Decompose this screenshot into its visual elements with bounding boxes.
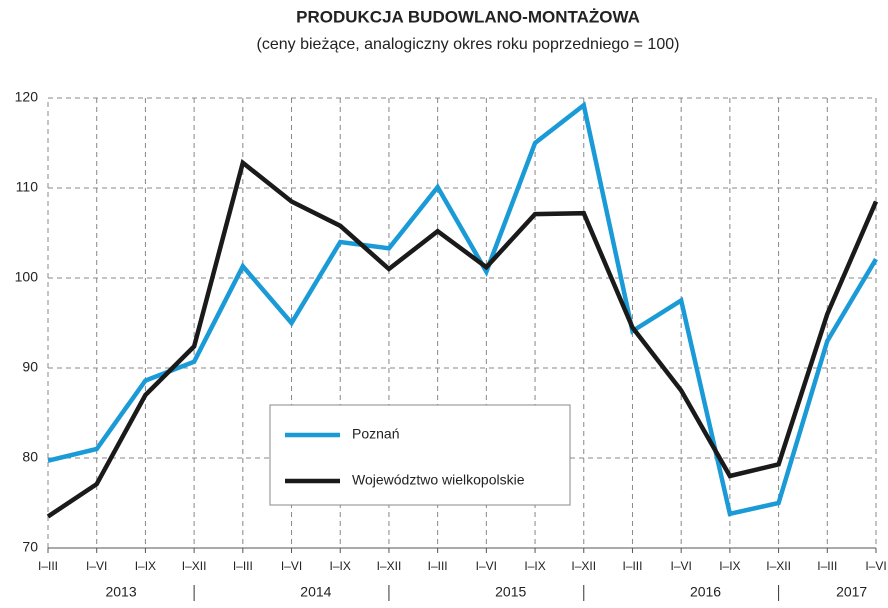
y-tick-label: 120 (15, 89, 39, 105)
x-tick-label: I–III (817, 559, 837, 573)
legend-label: Poznań (352, 426, 399, 442)
chart-title: PRODUKCJA BUDOWLANO-MONTAŻOWA (296, 7, 640, 26)
year-label: 2014 (300, 584, 331, 600)
x-tick-label: I–IX (135, 559, 156, 573)
x-tick-label: I–VI (865, 559, 886, 573)
y-tick-label: 100 (15, 269, 39, 285)
x-tick-label: I–III (233, 559, 253, 573)
legend-label: Województwo wielkopolskie (352, 472, 525, 488)
x-tick-label: I–IX (330, 559, 351, 573)
y-tick-label: 90 (22, 359, 38, 375)
series-line (46, 158, 879, 519)
chart-subtitle: (ceny bieżące, analogiczny okres roku po… (257, 36, 680, 53)
x-tick-label: I–III (38, 559, 58, 573)
x-tick-label: I–XII (571, 559, 596, 573)
x-tick-label: I–III (622, 559, 642, 573)
x-tick-label: I–IX (524, 559, 545, 573)
series-line (47, 101, 878, 517)
year-label: 2016 (690, 584, 721, 600)
x-tick-label: I–XII (377, 559, 402, 573)
year-label: 2015 (495, 584, 526, 600)
x-tick-label: I–VI (670, 559, 691, 573)
x-tick-label: I–III (428, 559, 448, 573)
year-label: 2013 (105, 584, 136, 600)
y-tick-label: 80 (22, 449, 38, 465)
x-tick-label: I–XII (766, 559, 791, 573)
legend-box (269, 404, 571, 506)
y-tick-label: 110 (16, 179, 39, 195)
y-tick-label: 70 (22, 539, 38, 555)
x-tick-label: I–VI (86, 559, 107, 573)
x-tick-label: I–VI (281, 559, 302, 573)
x-tick-label: I–XII (182, 559, 207, 573)
year-label: 2017 (836, 584, 867, 600)
x-tick-label: I–IX (719, 559, 740, 573)
x-tick-label: I–VI (476, 559, 497, 573)
